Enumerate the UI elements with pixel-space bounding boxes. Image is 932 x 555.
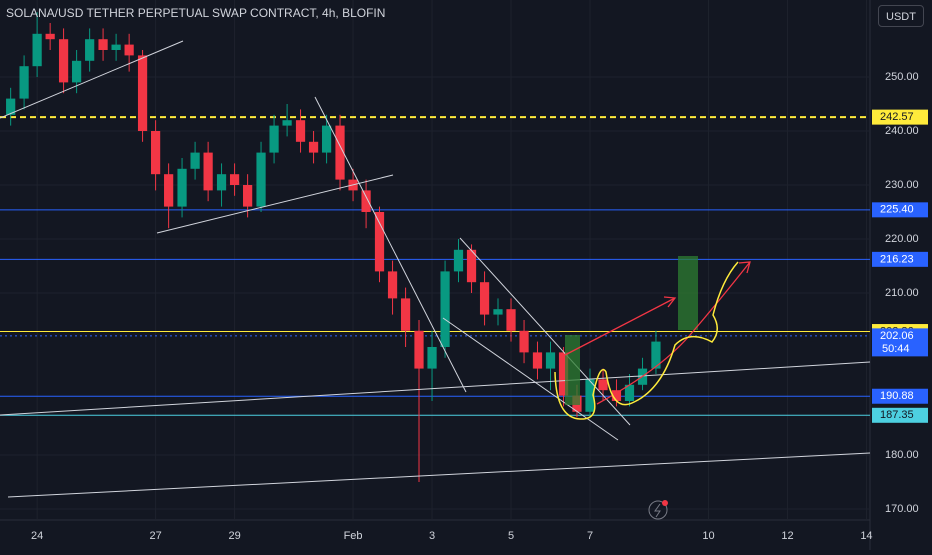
arrow <box>564 296 677 356</box>
price-level-tag <box>872 109 928 125</box>
candle-body <box>295 120 306 142</box>
candle-body <box>98 39 108 51</box>
levels <box>0 116 870 416</box>
alert-icon[interactable] <box>648 500 668 520</box>
pattern-curve <box>554 261 739 420</box>
y-tick-label: 180.00 <box>885 449 919 461</box>
y-tick-label: 170.00 <box>885 503 919 515</box>
y-tick-label: 240.00 <box>885 125 919 137</box>
x-tick-label: 7 <box>587 530 593 542</box>
trendline <box>7 452 871 498</box>
candle-body <box>282 120 292 126</box>
candle-body <box>519 330 529 353</box>
candle-body <box>243 184 253 207</box>
y-tick-label: 230.00 <box>885 179 919 191</box>
candle-body <box>545 352 556 369</box>
candle-body <box>585 379 595 412</box>
candle-body <box>598 379 608 391</box>
candle-body <box>400 298 411 331</box>
candle-body <box>229 174 240 185</box>
candle-body <box>506 309 516 331</box>
candle-body <box>427 346 437 369</box>
candle-body <box>216 174 227 191</box>
currency-button[interactable]: USDT <box>878 5 924 27</box>
drawings <box>0 40 871 520</box>
candle-body <box>150 130 161 175</box>
x-tick-label: 27 <box>149 530 161 542</box>
candle-body <box>335 125 345 180</box>
price-level-tag <box>872 328 928 357</box>
trendline <box>314 96 467 393</box>
candle-body <box>58 39 69 83</box>
candle-body <box>32 33 42 67</box>
y-tick-label: 250.00 <box>885 71 919 83</box>
countdown: 50:44 <box>882 343 910 355</box>
candle-body <box>374 211 385 272</box>
candle-body <box>624 384 635 401</box>
x-tick-label: 3 <box>429 530 435 542</box>
candle-body <box>414 330 424 369</box>
candle-body <box>387 271 398 299</box>
candle-body <box>177 168 187 207</box>
alert-icon-bolt <box>654 503 661 518</box>
price-level-tag <box>872 388 928 404</box>
price-level-label: 187.35 <box>880 409 914 421</box>
y-tick-label: 210.00 <box>885 287 919 299</box>
y-tick-label: 220.00 <box>885 233 919 245</box>
candle-body <box>72 60 82 83</box>
x-tick-label: 29 <box>228 530 240 542</box>
candle-body <box>269 125 279 153</box>
candle-body <box>85 39 95 61</box>
price-level-tag <box>872 251 928 267</box>
candle-body <box>256 152 266 207</box>
trendline <box>459 237 631 426</box>
price-level-tag <box>872 202 928 218</box>
candle-body <box>493 309 503 315</box>
candle-body <box>45 33 55 40</box>
candle-body <box>203 152 213 191</box>
x-tick-label: 10 <box>702 530 714 542</box>
x-tick-label: 24 <box>31 530 43 542</box>
candle-body <box>611 390 622 401</box>
price-level-label: 242.57 <box>880 111 914 123</box>
target-box <box>678 256 698 330</box>
x-tick-label: 12 <box>781 530 793 542</box>
x-tick-label: 5 <box>508 530 514 542</box>
candle-body <box>111 44 121 51</box>
trendline <box>156 174 394 234</box>
candle-body <box>19 66 29 99</box>
candle-body <box>651 341 661 369</box>
candle-body <box>532 352 543 369</box>
price-level-label: 190.88 <box>880 390 914 402</box>
candle-body <box>558 352 569 396</box>
candle-body <box>466 249 477 283</box>
x-tick-label: Feb <box>344 530 363 542</box>
candle-body <box>190 152 200 169</box>
candle-body <box>308 141 319 153</box>
price-level-label: 225.40 <box>880 204 914 216</box>
price-level-label: 202.06 <box>880 330 914 342</box>
candle-body <box>440 271 450 347</box>
price-level-label: 216.23 <box>880 253 914 265</box>
x-tick-label: 14 <box>860 530 872 542</box>
arrow <box>596 261 751 405</box>
candle-body <box>321 125 332 153</box>
candle-body <box>164 174 174 207</box>
price-level-tag <box>872 407 928 423</box>
trendline <box>442 317 619 441</box>
candle-body <box>6 98 16 115</box>
axes: 170.00 180.00 210.00 220.00 230.00 240.00 250.… <box>31 71 928 542</box>
symbol-title: SOLANA/USD TETHER PERPETUAL SWAP CONTRAC… <box>6 6 386 20</box>
trendline <box>0 361 871 416</box>
trendline <box>0 40 184 119</box>
candle-body <box>137 55 148 131</box>
candle-body <box>453 249 464 272</box>
candle-body <box>361 190 371 212</box>
candle-body <box>479 282 490 315</box>
target-box <box>565 335 580 405</box>
alert-dot <box>662 500 668 506</box>
candle-body <box>124 44 134 56</box>
